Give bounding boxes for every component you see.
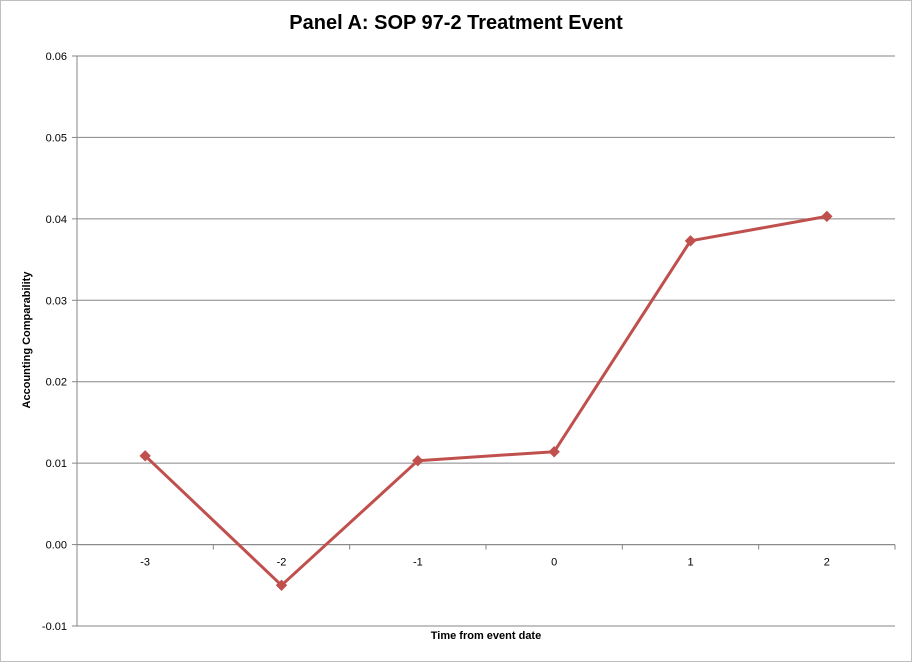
data-point (821, 210, 833, 223)
x-tick-label: -1 (413, 557, 423, 569)
chart-title: Panel A: SOP 97-2 Treatment Event (289, 12, 623, 34)
data-point (684, 235, 697, 247)
x-tick-label: -2 (277, 557, 287, 569)
y-tick-label: 0.06 (46, 51, 67, 63)
data-point (548, 446, 560, 458)
data-point (412, 454, 424, 467)
x-tick-label: 1 (687, 557, 693, 569)
y-tick-label: 0.01 (46, 458, 67, 470)
x-axis-label: Time from event date (430, 630, 542, 642)
data-point (139, 450, 151, 462)
y-tick-label: 0.04 (46, 214, 67, 226)
y-tick-label: 0.00 (46, 540, 67, 552)
y-tick-label: 0.03 (46, 295, 67, 307)
x-tick-label: -3 (140, 557, 150, 569)
y-tick-label: -0.01 (42, 621, 67, 633)
data-point (275, 579, 288, 591)
series-line (144, 214, 828, 587)
y-tick-label: 0.05 (46, 132, 67, 144)
x-tick-label: 2 (824, 557, 830, 569)
x-tick-label: 0 (551, 557, 557, 569)
y-tick-label: 0.02 (46, 377, 67, 389)
